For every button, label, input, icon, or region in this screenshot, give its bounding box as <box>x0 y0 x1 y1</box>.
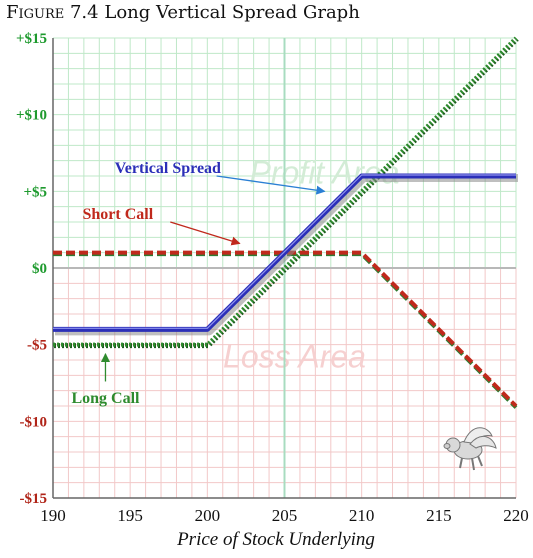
series-line-vertical-spread <box>53 173 516 332</box>
annotations: Vertical Spread Short Call Long Call <box>71 160 326 407</box>
x-tick-label: 210 <box>349 506 375 525</box>
y-tick-label: $0 <box>32 261 47 277</box>
y-tick-label: -$5 <box>27 338 47 354</box>
y-tick-label: +$5 <box>23 184 47 200</box>
series-line-long-call <box>53 36 518 347</box>
region-labels: Profit Area Loss Area <box>223 155 399 375</box>
x-axis-title: Price of Stock Underlying <box>176 529 375 550</box>
flying-pig-icon <box>443 427 497 471</box>
x-tick-label: 215 <box>426 506 452 525</box>
y-tick-label: +$15 <box>16 31 47 47</box>
series-lines <box>53 36 519 409</box>
x-tick-label: 220 <box>503 506 529 525</box>
figure-caption: Long Vertical Spread Graph <box>104 2 360 23</box>
region-label: Loss Area <box>223 339 366 375</box>
annotation-arrow <box>170 221 241 246</box>
y-tick-label: -$15 <box>20 491 48 507</box>
x-tick-label: 200 <box>195 506 221 525</box>
y-tick-label: -$10 <box>20 414 48 430</box>
x-tick-label: 205 <box>272 506 298 525</box>
annotation-arrow <box>216 175 326 195</box>
x-tick-label: 190 <box>40 506 66 525</box>
y-tick-label: +$10 <box>16 108 47 124</box>
series-highlight <box>53 174 516 329</box>
region-label: Profit Area <box>250 155 400 191</box>
series-annotation: Vertical Spread <box>115 160 221 177</box>
figure-title: Figure 7.4 Long Vertical Spread Graph <box>6 2 360 23</box>
series-annotation: Short Call <box>82 206 153 223</box>
figure-prefix: Figure <box>6 2 65 23</box>
figure-number: 7.4 <box>69 2 99 23</box>
series-annotation: Long Call <box>71 390 140 407</box>
x-tick-label: 195 <box>117 506 143 525</box>
